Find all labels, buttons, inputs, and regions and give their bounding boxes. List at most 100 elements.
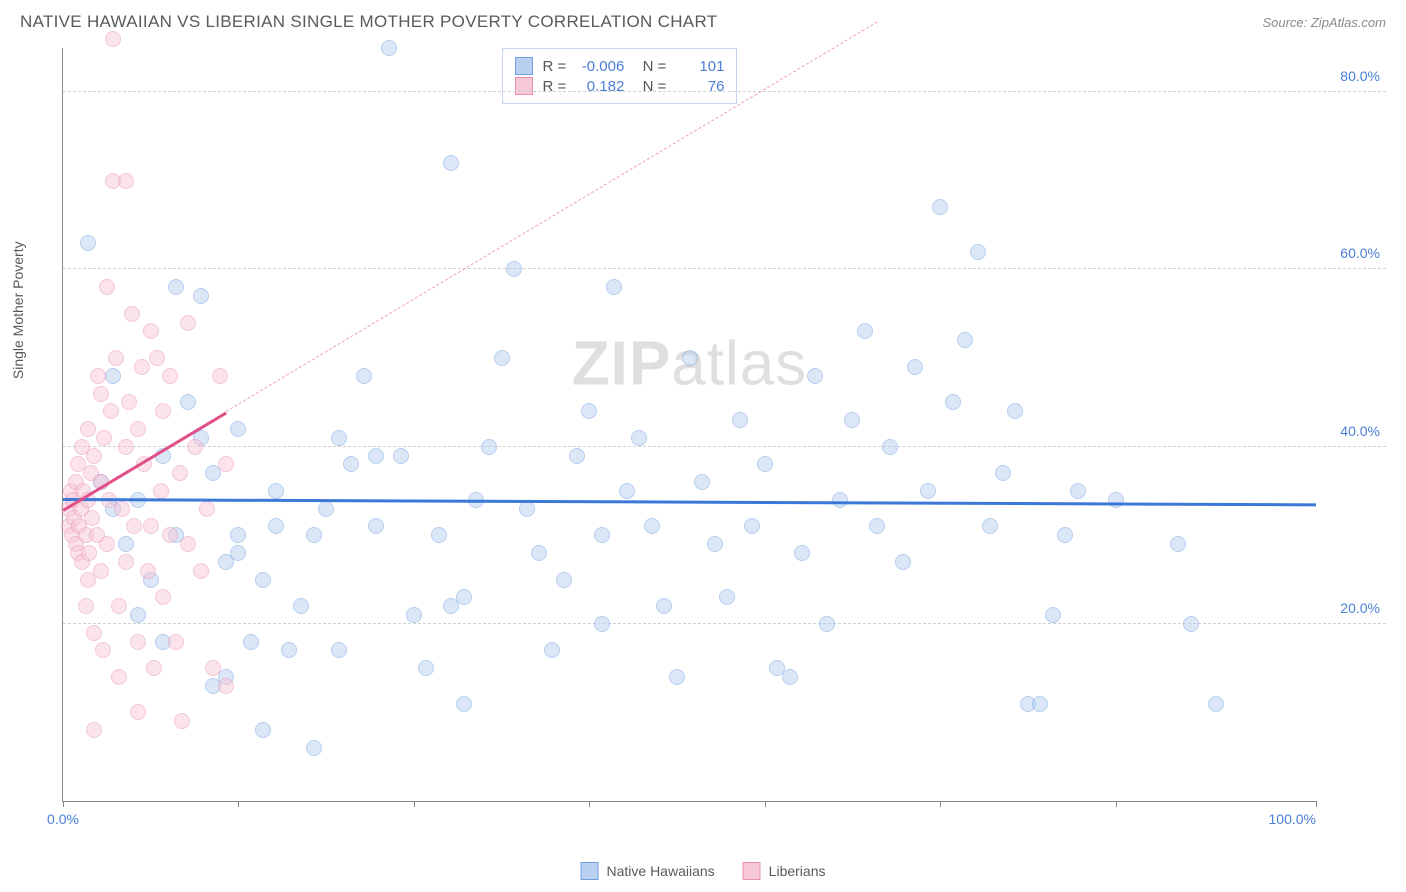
x-tick: [238, 801, 239, 807]
data-point: [118, 439, 134, 455]
data-point: [80, 421, 96, 437]
data-point: [895, 554, 911, 570]
data-point: [807, 368, 823, 384]
data-point: [594, 527, 610, 543]
data-point: [105, 368, 121, 384]
data-point: [1208, 696, 1224, 712]
x-tick-label: 100.0%: [1269, 811, 1316, 827]
data-point: [406, 607, 422, 623]
data-point: [86, 625, 102, 641]
r-value: -0.006: [576, 58, 624, 75]
data-point: [494, 350, 510, 366]
trend-line: [63, 498, 1316, 506]
data-point: [932, 199, 948, 215]
data-point: [96, 430, 112, 446]
data-point: [819, 616, 835, 632]
stats-row: R = -0.006 N = 101: [515, 57, 725, 75]
data-point: [86, 722, 102, 738]
source-attribution: Source: ZipAtlas.com: [1262, 15, 1386, 30]
data-point: [694, 474, 710, 490]
chart-container: Single Mother Poverty ZIPatlas R =-0.006…: [50, 48, 1386, 832]
n-value: 101: [676, 58, 724, 75]
data-point: [581, 403, 597, 419]
data-point: [118, 173, 134, 189]
data-point: [205, 660, 221, 676]
data-point: [1045, 607, 1061, 623]
data-point: [945, 394, 961, 410]
x-tick: [414, 801, 415, 807]
x-tick: [63, 801, 64, 807]
data-point: [84, 510, 100, 526]
data-point: [162, 368, 178, 384]
data-point: [707, 536, 723, 552]
x-tick-label: 0.0%: [47, 811, 79, 827]
data-point: [920, 483, 936, 499]
data-point: [1070, 483, 1086, 499]
data-point: [86, 448, 102, 464]
legend: Native Hawaiians Liberians: [581, 862, 826, 880]
data-point: [218, 678, 234, 694]
data-point: [682, 350, 698, 366]
plot-area: ZIPatlas R =-0.006 N =101R =0.182 N =76 …: [62, 48, 1316, 802]
data-point: [153, 483, 169, 499]
data-point: [155, 589, 171, 605]
data-point: [218, 554, 234, 570]
data-point: [193, 563, 209, 579]
x-tick: [1316, 801, 1317, 807]
data-point: [162, 527, 178, 543]
series-swatch: [515, 57, 533, 75]
data-point: [130, 607, 146, 623]
legend-label: Native Hawaiians: [607, 863, 715, 879]
data-point: [155, 403, 171, 419]
data-point: [619, 483, 635, 499]
data-point: [318, 501, 334, 517]
data-point: [172, 465, 188, 481]
data-point: [111, 669, 127, 685]
data-point: [140, 563, 156, 579]
data-point: [212, 368, 228, 384]
data-point: [168, 279, 184, 295]
data-point: [544, 642, 560, 658]
n-label: N =: [634, 58, 666, 75]
data-point: [149, 350, 165, 366]
y-tick-label: 80.0%: [1340, 68, 1380, 84]
r-label: R =: [543, 58, 567, 75]
data-point: [255, 572, 271, 588]
legend-item: Liberians: [743, 862, 826, 880]
data-point: [306, 527, 322, 543]
gridline: [63, 268, 1386, 269]
data-point: [143, 323, 159, 339]
legend-swatch: [743, 862, 761, 880]
data-point: [744, 518, 760, 534]
data-point: [218, 456, 234, 472]
data-point: [180, 536, 196, 552]
data-point: [556, 572, 572, 588]
data-point: [982, 518, 998, 534]
data-point: [456, 589, 472, 605]
data-point: [180, 394, 196, 410]
data-point: [93, 386, 109, 402]
data-point: [81, 545, 97, 561]
data-point: [93, 563, 109, 579]
data-point: [869, 518, 885, 534]
chart-title: NATIVE HAWAIIAN VS LIBERIAN SINGLE MOTHE…: [20, 12, 717, 32]
data-point: [343, 456, 359, 472]
data-point: [882, 439, 898, 455]
data-point: [1108, 492, 1124, 508]
data-point: [174, 713, 190, 729]
data-point: [531, 545, 547, 561]
data-point: [80, 235, 96, 251]
data-point: [230, 421, 246, 437]
data-point: [1183, 616, 1199, 632]
data-point: [130, 634, 146, 650]
data-point: [782, 669, 798, 685]
data-point: [168, 634, 184, 650]
data-point: [108, 350, 124, 366]
data-point: [281, 642, 297, 658]
data-point: [193, 288, 209, 304]
y-tick-label: 60.0%: [1340, 245, 1380, 261]
data-point: [456, 696, 472, 712]
x-tick: [1116, 801, 1117, 807]
data-point: [1032, 696, 1048, 712]
data-point: [126, 518, 142, 534]
